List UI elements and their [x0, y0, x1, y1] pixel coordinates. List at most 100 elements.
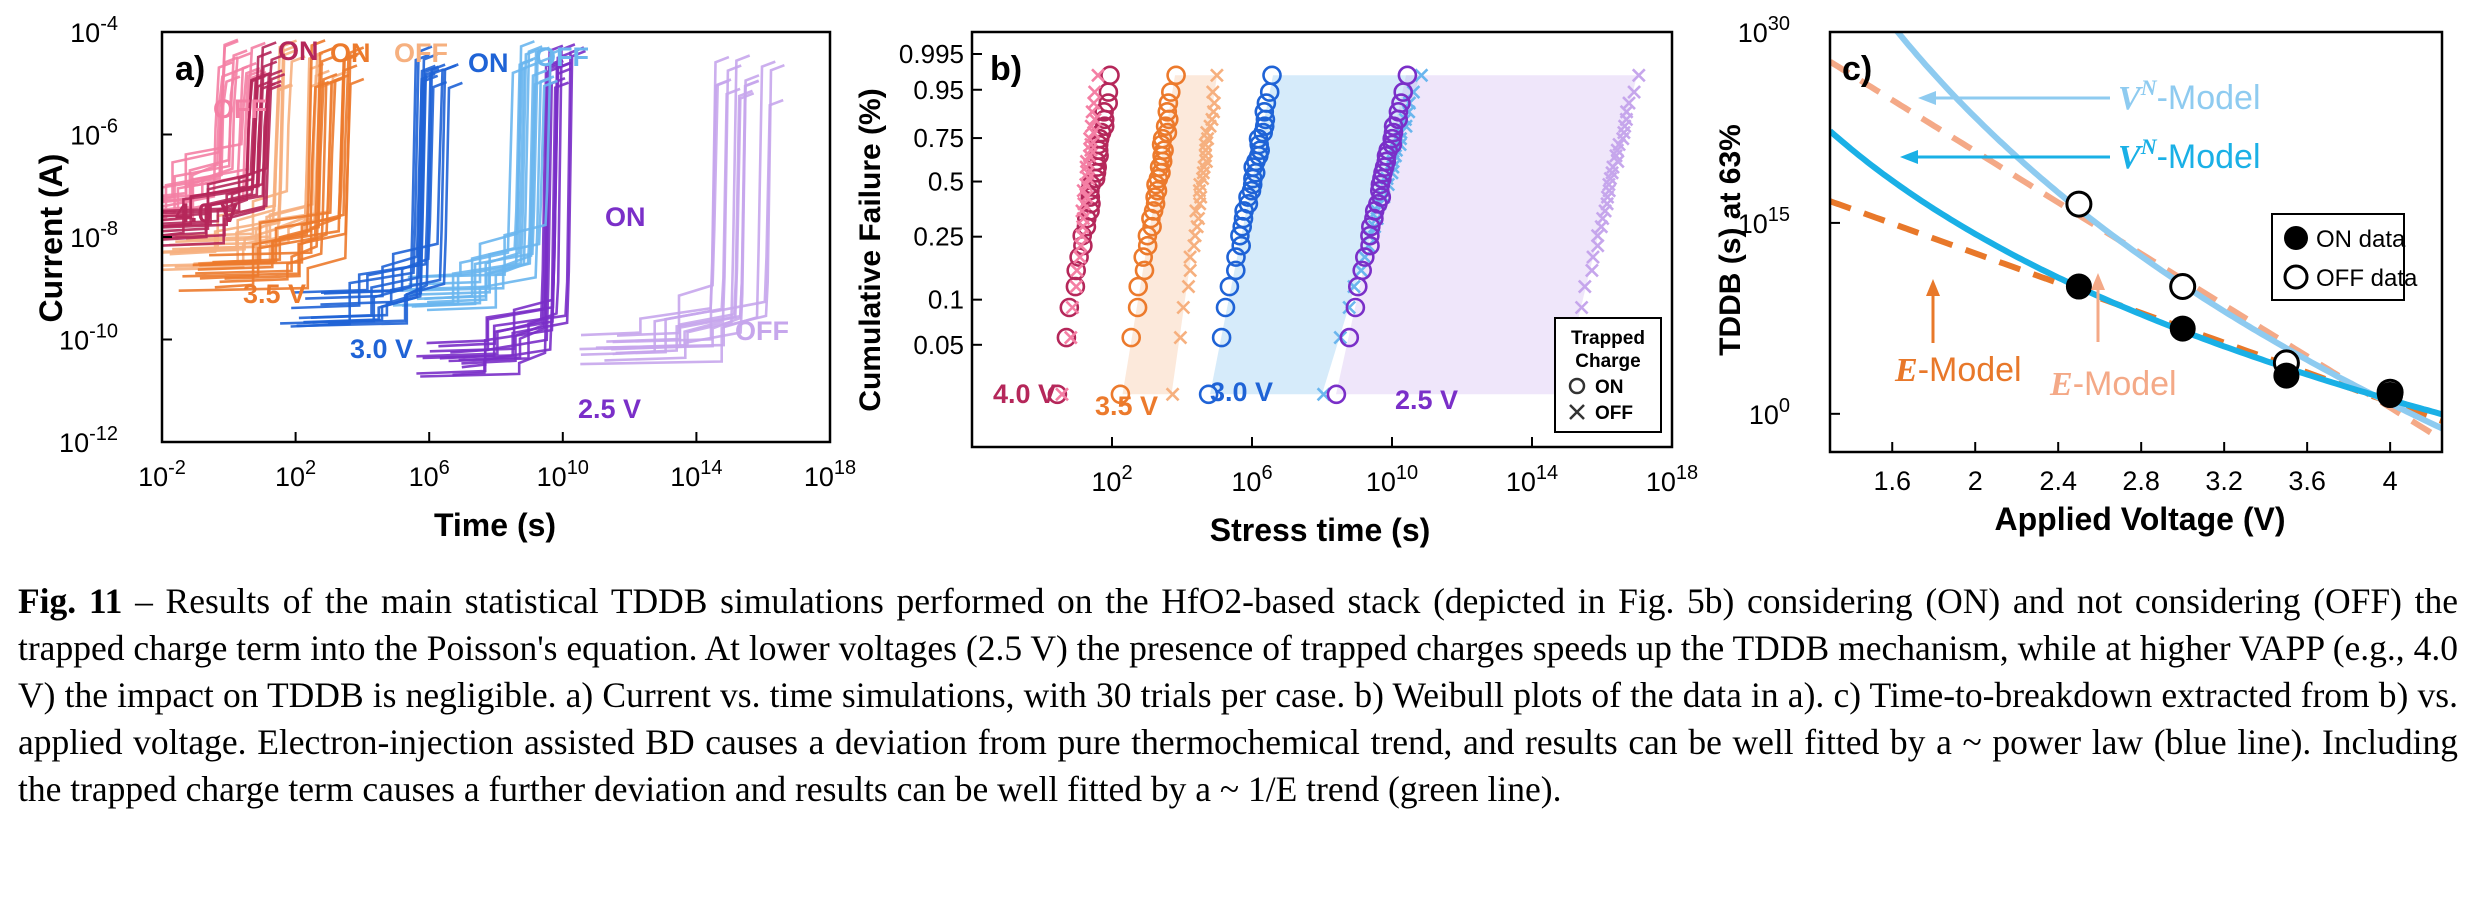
b-ytick-label: 0.95 — [913, 75, 964, 105]
c-xtick-label: 2 — [1968, 466, 1983, 496]
a-trace-25V-on — [461, 65, 562, 365]
legend-title-1: Trapped — [1571, 328, 1645, 349]
b-point-on — [1254, 102, 1275, 122]
a-xtick-label: 10-2 — [138, 457, 186, 492]
a-trace-40V-on — [162, 72, 286, 247]
a-xtick-label: 102 — [275, 457, 316, 492]
a-trace-30V-on — [320, 80, 448, 294]
panel-b-frame — [970, 30, 1674, 449]
b-label-30v: 3.0 V — [1210, 377, 1273, 407]
a-trace-25V-on — [416, 59, 560, 358]
b-point-off — [1072, 250, 1087, 265]
panel-c-legend: ON data OFF data — [2271, 213, 2418, 301]
c-legend-off-marker — [2283, 264, 2309, 290]
c-ytick-label: 1015 — [1738, 204, 1790, 239]
figure-caption: Fig. 11 – Results of the main statistica… — [18, 578, 2458, 813]
label-35-on: ON — [330, 38, 371, 68]
b-ytick-label: 0.05 — [913, 330, 964, 360]
a-trace-30V-off — [392, 48, 540, 307]
a-trace-40V-off — [162, 38, 239, 227]
e-dark-label: E-Model — [1894, 351, 2022, 389]
a-trace-40V-off — [162, 75, 241, 218]
b-xtick-label: 1010 — [1366, 462, 1418, 497]
b-point-off — [1414, 68, 1429, 83]
c-ytick-label: 100 — [1749, 395, 1790, 430]
b-point-on — [1145, 194, 1166, 214]
panel-a-curves — [162, 38, 785, 378]
a-trace-35V-on — [214, 39, 326, 289]
a-trace-40V-on — [162, 60, 278, 222]
b-point-off — [1087, 112, 1102, 127]
panel-b-axis-ticks: 102 106 1010 1014 1018 0.995 0.95 0.75 0.5 0.25 0.… — [899, 39, 1698, 497]
a-trace-40V-off — [162, 66, 261, 198]
b-point-on — [1352, 260, 1372, 281]
b-point-on — [1198, 384, 1219, 405]
e-light-arrowhead — [2091, 273, 2105, 290]
vn-dark-arrowhead — [1900, 150, 1918, 164]
panel-a: 10-2 102 106 1010 1014 1018 10-4 10-6 10-8 10-10 1… — [33, 13, 856, 543]
label-40v: 4.0 V — [175, 198, 238, 228]
b-ytick-label: 0.995 — [899, 39, 964, 69]
a-trace-25V-off — [580, 60, 776, 366]
caption-text: Results of the main statistical TDDB sim… — [18, 581, 2459, 809]
b-point-on — [1133, 247, 1153, 267]
legend-box — [1554, 317, 1662, 433]
c-xtick-label: 3.6 — [2288, 466, 2326, 496]
vn-model-off-fit — [1893, 32, 2442, 432]
a-ytick-label: 10-12 — [59, 423, 118, 458]
a-trace-30V-on — [296, 81, 463, 328]
b-point-off — [1183, 263, 1198, 278]
vn-dark-label: VN-Model — [2118, 134, 2261, 176]
b-point-off — [1082, 131, 1097, 146]
b-point-off — [1188, 203, 1203, 218]
c-xtick-label: 2.4 — [2039, 466, 2077, 496]
b-point-on — [1378, 140, 1398, 160]
b-xtick-label: 102 — [1091, 462, 1132, 497]
label-40-on: ON — [278, 36, 319, 66]
b-xtick-label: 1014 — [1506, 462, 1558, 497]
panel-c-label: c) — [1842, 50, 1872, 88]
a-trace-40V-off — [162, 61, 233, 224]
panel-a-annotations: ON ON OFF ON OFF OFF 4.0 V 3.5 V 3.0 V 2… — [175, 36, 789, 424]
b-point-on — [1388, 102, 1409, 122]
label-25-off: OFF — [735, 316, 789, 346]
b-point-on — [1382, 134, 1403, 155]
b-point-on — [1211, 327, 1232, 348]
panel-b-label: b) — [990, 50, 1022, 88]
b-ytick-label: 0.1 — [928, 285, 964, 315]
b-point-off — [1595, 211, 1610, 226]
b-band-35V — [1122, 75, 1217, 395]
b-point-off — [1590, 228, 1605, 243]
b-label-25v: 2.5 V — [1395, 385, 1458, 415]
b-point-off — [1198, 148, 1213, 163]
c-xtick-label: 4 — [2383, 466, 2398, 496]
b-point-on — [1262, 65, 1282, 86]
b-point-on — [1383, 122, 1404, 143]
b-point-off — [1205, 85, 1220, 100]
a-trace-35V-on — [178, 46, 365, 292]
c-legend-off: OFF data — [2316, 265, 2418, 292]
b-point-on — [1397, 65, 1418, 86]
b-point-off — [1181, 279, 1196, 294]
b-band-25V — [1336, 75, 1637, 395]
b-point-on — [1166, 65, 1186, 86]
b-point-off — [1084, 119, 1099, 134]
b-ytick-label: 0.75 — [913, 123, 964, 153]
panel-a-axis-ticks: 10-2 102 106 1010 1014 1018 10-4 10-6 10-8 10-10 1… — [59, 13, 856, 492]
caption-dash: – — [135, 581, 153, 621]
b-point-on — [1137, 235, 1158, 256]
legend-on: ON — [1595, 377, 1624, 398]
b-point-on — [1127, 297, 1148, 318]
a-trace-25V-off — [604, 74, 760, 362]
b-point-on — [1360, 235, 1380, 256]
label-25v: 2.5 V — [578, 394, 641, 424]
b-point-on — [1158, 93, 1179, 113]
a-xtick-label: 1018 — [804, 457, 856, 492]
b-ytick-label: 0.25 — [913, 222, 964, 252]
a-trace-30V-on — [305, 64, 436, 300]
b-point-off — [1627, 85, 1642, 100]
a-trace-25V-off — [580, 79, 730, 337]
c-point-off — [2169, 273, 2197, 300]
panel-a-xlabel: Time (s) — [434, 507, 556, 543]
panel-c-frame — [1828, 30, 2444, 454]
